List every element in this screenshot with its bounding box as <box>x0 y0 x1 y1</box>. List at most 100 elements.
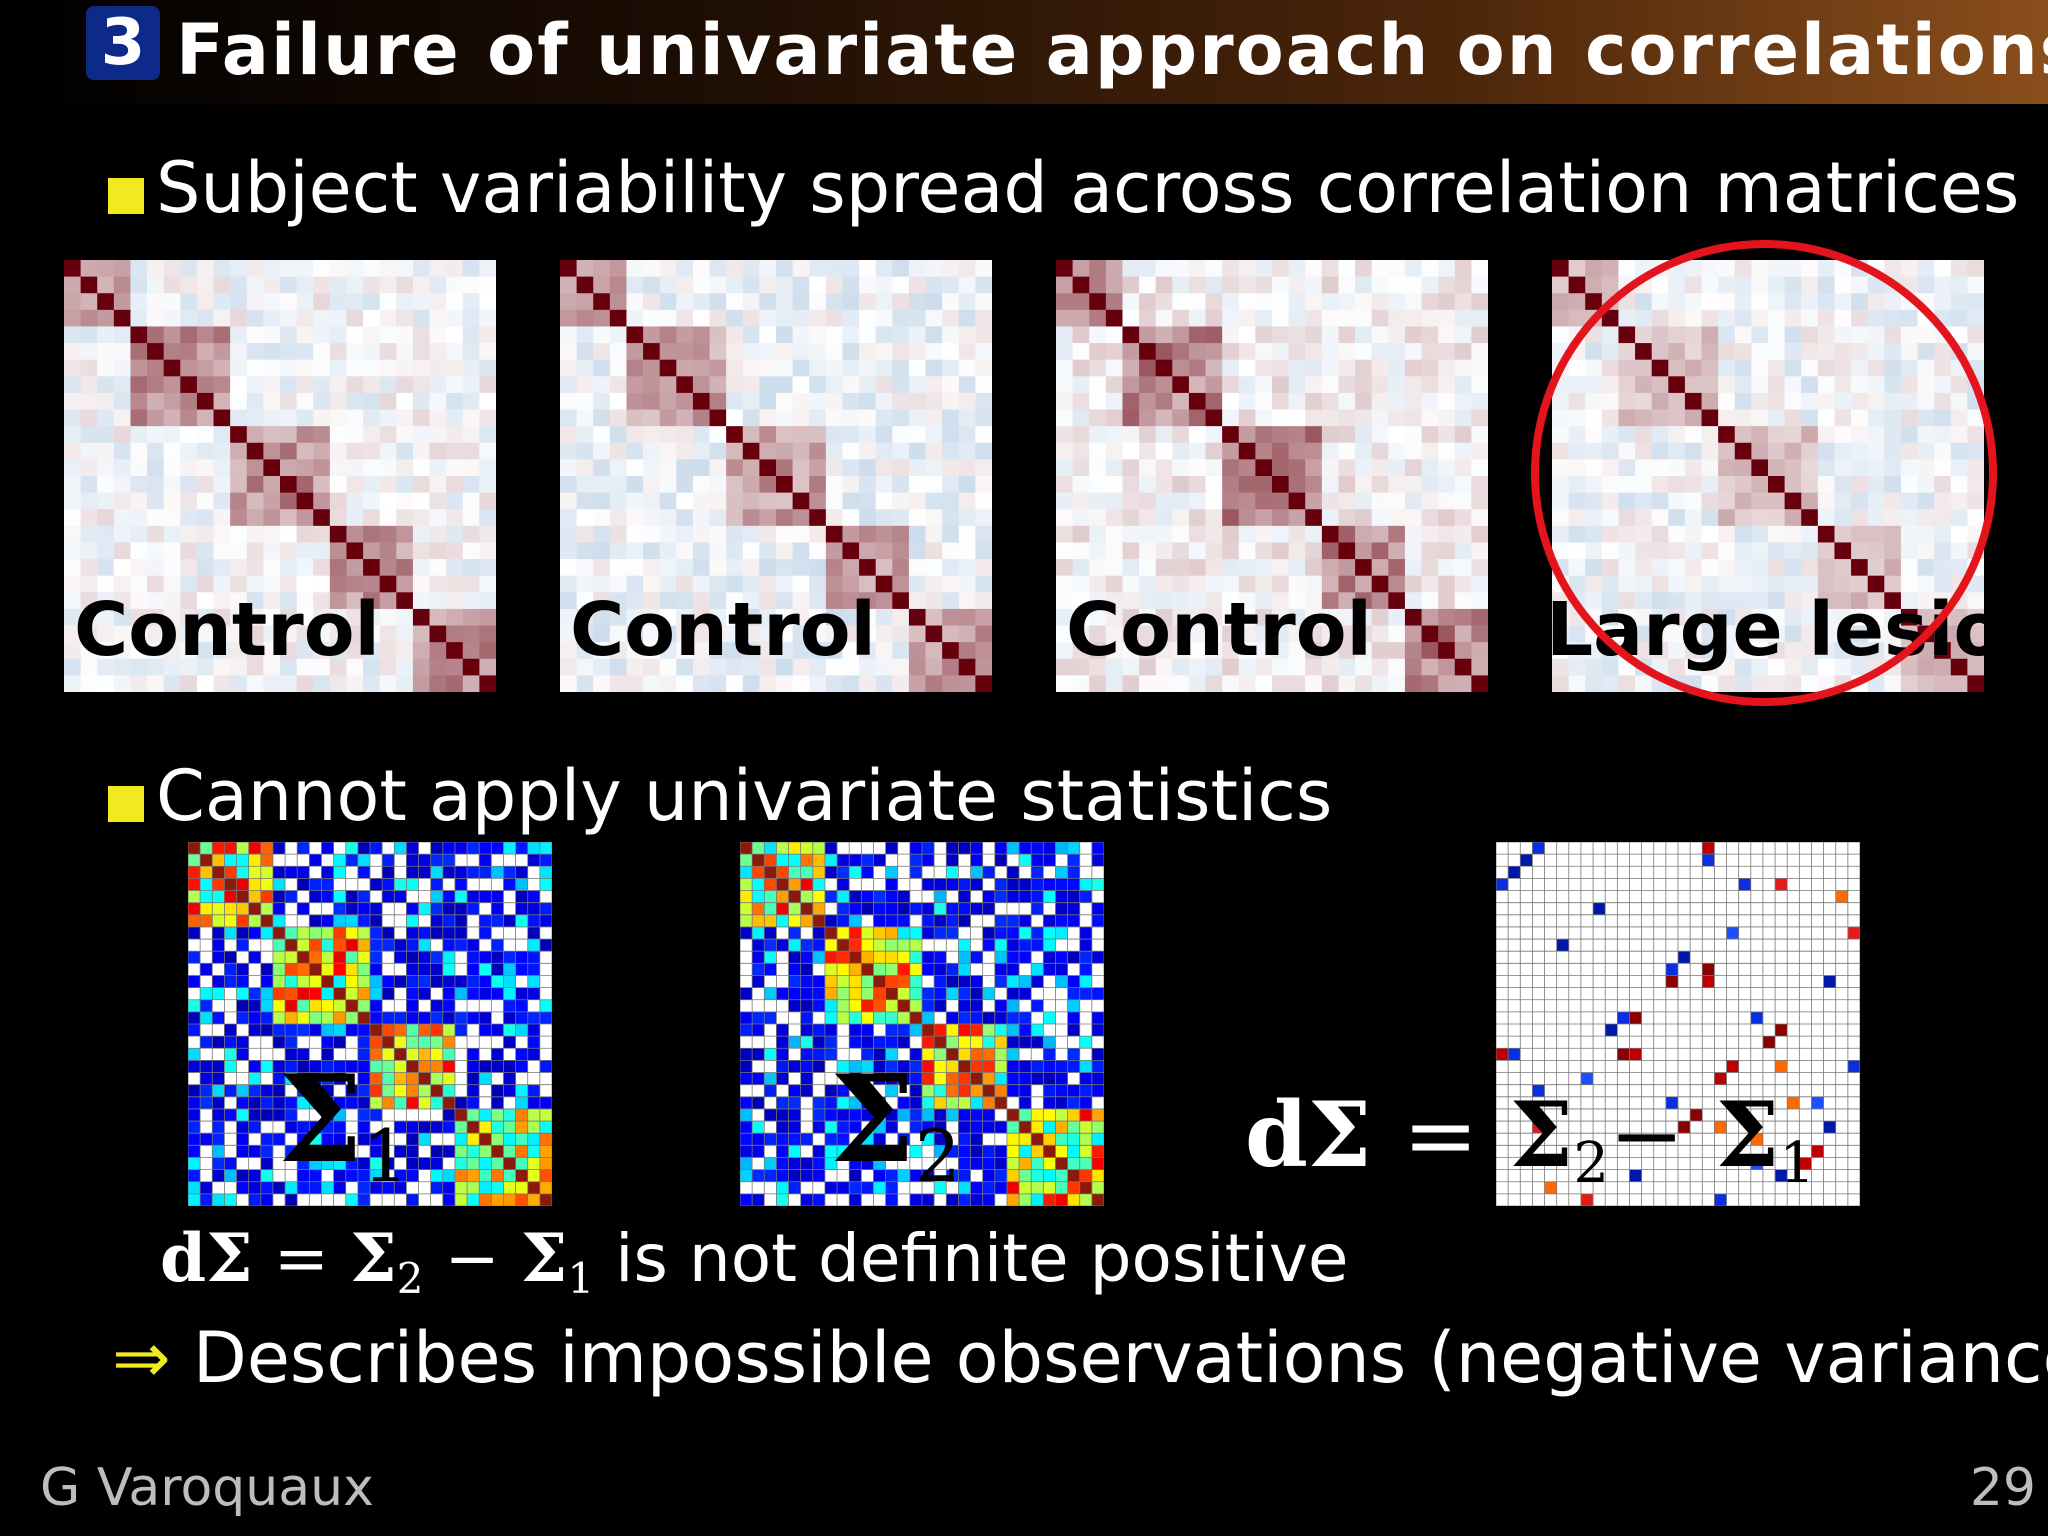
heatmap-cell <box>1388 260 1406 278</box>
heatmap-cell <box>842 592 860 610</box>
heatmap-cell <box>1255 675 1273 692</box>
grid-cell <box>515 1121 528 1134</box>
grid-cell <box>394 1121 407 1134</box>
grid-cell <box>776 914 789 927</box>
heatmap-cell <box>842 525 860 544</box>
grid-cell <box>430 914 443 927</box>
heatmap-cell <box>1105 426 1124 444</box>
grid-cell <box>812 975 825 988</box>
grid-cell <box>333 975 346 988</box>
grid-cell <box>994 878 1007 891</box>
grid-cell <box>503 914 516 927</box>
heatmap-cell <box>1438 642 1456 660</box>
grid-cell <box>321 842 334 855</box>
heatmap-cell <box>1205 476 1223 494</box>
heatmap-cell <box>1172 625 1190 643</box>
grid-cell <box>406 939 419 952</box>
grid-cell <box>1019 1108 1032 1122</box>
slide-title: Failure of univariate approach on correl… <box>176 9 2048 91</box>
heatmap-cell <box>1388 309 1406 328</box>
heatmap-cell <box>759 343 777 361</box>
heatmap-cell <box>1321 326 1340 344</box>
heatmap-cell <box>958 309 976 328</box>
grid-cell <box>224 854 237 867</box>
heatmap-cell <box>1255 392 1273 411</box>
heatmap-cell <box>1355 675 1373 692</box>
grid-cell <box>982 866 995 879</box>
heatmap-cell <box>462 260 480 278</box>
heatmap-cell <box>609 492 628 510</box>
heatmap-cell <box>412 260 431 278</box>
grid-cell <box>406 1157 419 1170</box>
heatmap-cell <box>180 459 198 477</box>
grid-cell <box>260 1108 273 1122</box>
heatmap-cell <box>1139 675 1157 692</box>
heatmap-cell <box>64 276 82 294</box>
heatmap-cell <box>942 293 960 311</box>
heatmap-cell <box>1072 276 1090 294</box>
grid-cell <box>837 987 850 1000</box>
grid-cell <box>752 1145 765 1158</box>
heatmap-cell <box>97 409 115 427</box>
grid-cell <box>1019 939 1032 952</box>
grid-cell <box>454 1157 468 1170</box>
grid-cell <box>982 1108 995 1122</box>
section-number-badge: 3 <box>86 6 160 80</box>
heatmap-cell <box>296 675 314 692</box>
grid-cell <box>1787 1096 1800 1109</box>
heatmap-cell <box>576 309 594 328</box>
heatmap-cell <box>280 426 298 444</box>
grid-cell <box>885 1084 898 1097</box>
heatmap-cell <box>1471 260 1488 278</box>
heatmap-cell <box>1072 376 1090 394</box>
heatmap-cell <box>230 376 248 394</box>
grid-cell <box>812 1157 825 1170</box>
grid-cell <box>430 854 443 867</box>
grid-cell <box>1019 1011 1032 1024</box>
heatmap-cell <box>1321 575 1340 593</box>
heatmap-cell <box>726 625 744 643</box>
grid-cell <box>382 1072 395 1085</box>
heatmap-cell <box>792 559 810 577</box>
heatmap-cell <box>576 675 594 692</box>
grid-cell <box>1019 1084 1032 1097</box>
heatmap-cell <box>1056 625 1074 643</box>
heatmap-cell <box>379 392 397 411</box>
heatmap-cell <box>180 260 198 278</box>
heatmap-cell <box>180 608 198 627</box>
grid-cell <box>188 1084 201 1097</box>
grid-cell <box>1067 999 1080 1012</box>
heatmap-cell <box>246 509 264 527</box>
heatmap-cell <box>363 542 381 560</box>
heatmap-cell <box>1172 592 1190 610</box>
heatmap-cell <box>130 260 148 278</box>
heatmap-cell <box>609 343 628 361</box>
grid-cell <box>1079 1157 1092 1170</box>
grid-cell <box>479 963 492 976</box>
grid-cell <box>740 1121 753 1134</box>
heatmap-cell <box>1205 392 1223 411</box>
heatmap-cell <box>80 542 98 560</box>
heatmap-cell <box>975 326 992 344</box>
grid-cell <box>515 963 528 976</box>
grid-cell <box>418 963 431 976</box>
heatmap-cell <box>825 492 844 510</box>
heatmap-cell <box>462 592 480 610</box>
heatmap-cell <box>1272 359 1290 377</box>
heatmap-cell <box>213 658 231 676</box>
heatmap-cell <box>792 359 810 377</box>
heatmap-cell <box>1568 260 1586 278</box>
heatmap-cell <box>1188 642 1207 660</box>
heatmap-cell <box>64 658 82 676</box>
heatmap-cell <box>942 592 960 610</box>
grid-cell <box>442 987 455 1000</box>
heatmap-cell <box>1205 525 1223 544</box>
grid-cell <box>272 1096 286 1109</box>
grid-cell <box>321 1084 334 1097</box>
grid-cell <box>406 1096 419 1109</box>
grid-cell <box>309 914 322 927</box>
grid-cell <box>309 1096 322 1109</box>
heatmap-cell <box>875 376 893 394</box>
grid-cell <box>764 987 777 1000</box>
grid-cell <box>321 1108 334 1122</box>
